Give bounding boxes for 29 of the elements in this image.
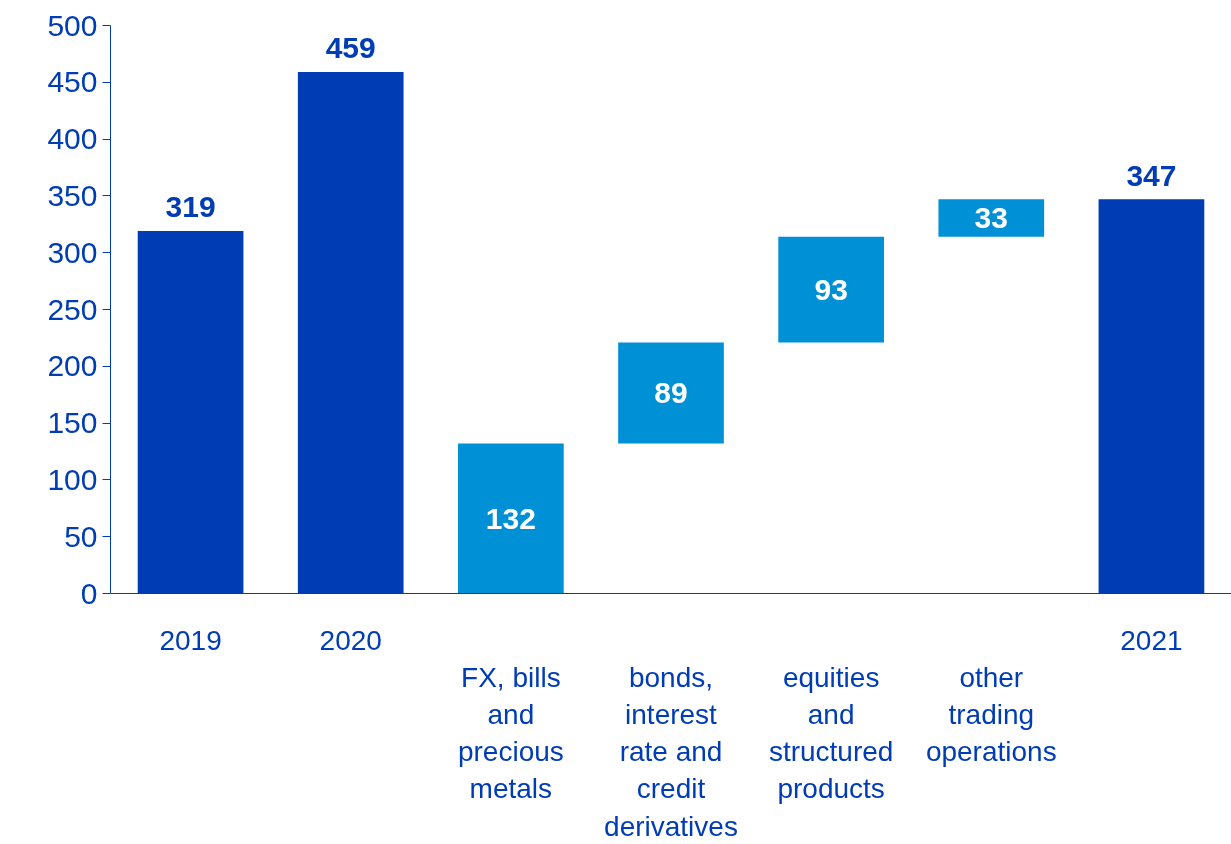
x-tick-label: 2020 bbox=[319, 624, 382, 656]
y-tick-label: 250 bbox=[47, 292, 98, 326]
y-tick-label: 400 bbox=[47, 122, 98, 156]
bar bbox=[618, 342, 724, 444]
data-label: 33 bbox=[974, 201, 1008, 235]
x-tick-label: 2021 bbox=[1120, 624, 1183, 656]
data-label: 93 bbox=[814, 272, 848, 306]
x-tick-label: other trading operations bbox=[925, 661, 1057, 768]
bar bbox=[458, 443, 564, 594]
x-tick-label: equities and structured products bbox=[768, 661, 894, 805]
x-tick-label: FX, bills and precious metals bbox=[457, 661, 564, 805]
y-tick-label: 200 bbox=[47, 349, 98, 383]
data-label: 319 bbox=[165, 190, 216, 224]
data-label: 347 bbox=[1126, 158, 1177, 192]
bar bbox=[778, 236, 884, 343]
y-tick-label: 450 bbox=[47, 65, 98, 99]
data-label: 459 bbox=[325, 31, 376, 65]
data-label: 132 bbox=[485, 501, 536, 535]
bar bbox=[938, 199, 1045, 237]
y-tick-label: 500 bbox=[47, 8, 98, 42]
data-label: 89 bbox=[654, 376, 688, 409]
x-tick-label: bonds, interest rate and credit derivatives bbox=[604, 661, 738, 842]
y-tick-label: 300 bbox=[47, 235, 98, 269]
y-tick-label: 100 bbox=[47, 462, 98, 496]
y-tick-label: 150 bbox=[47, 406, 98, 440]
y-tick-label: 0 bbox=[80, 576, 98, 610]
x-tick-label: 2019 bbox=[159, 624, 222, 656]
y-tick-label: 50 bbox=[64, 519, 98, 553]
y-tick-label: 350 bbox=[47, 178, 98, 212]
